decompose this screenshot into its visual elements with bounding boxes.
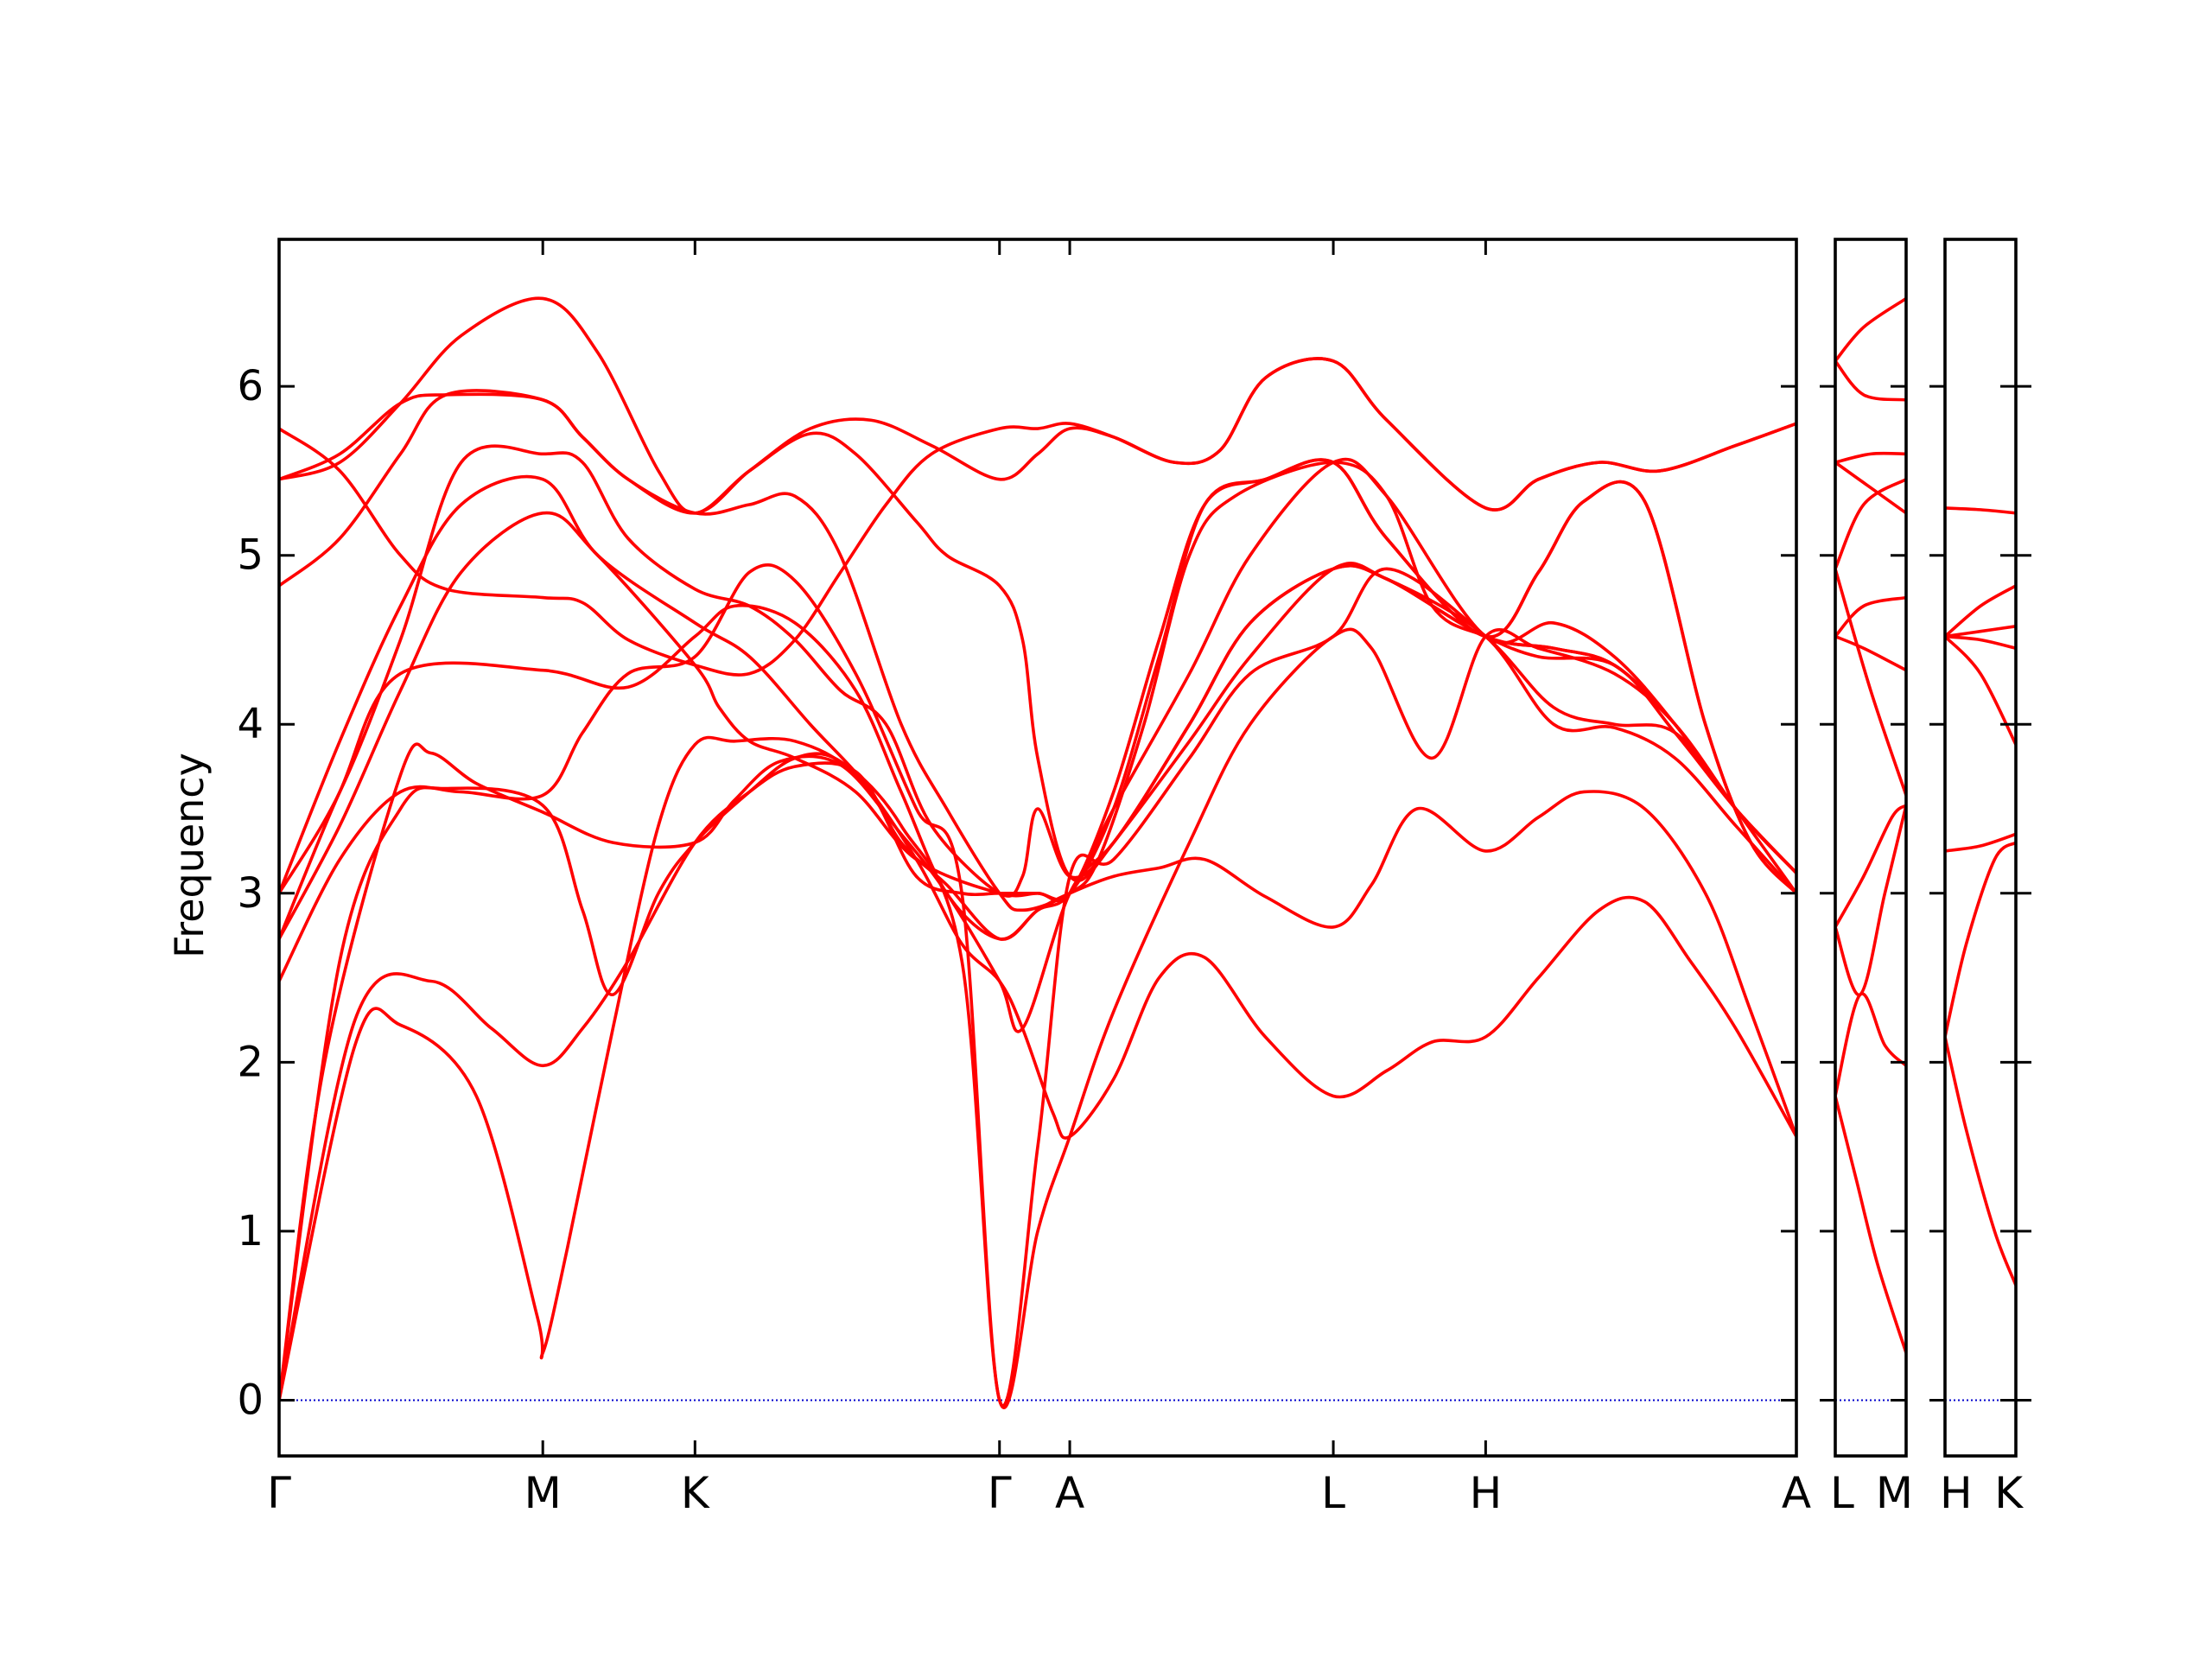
band-line-2 — [1835, 992, 1906, 1096]
band-line-3 — [279, 627, 1796, 1409]
band-line-4 — [1945, 635, 2016, 746]
band-line-6 — [1945, 625, 2016, 639]
y-tick-label: 6 — [237, 362, 264, 410]
band-line-7 — [1835, 568, 1906, 796]
band-line-12 — [1835, 296, 1906, 362]
band-line-8 — [1945, 506, 2016, 515]
panel-frame — [1943, 238, 2018, 1458]
x-tick-label-Γ: Γ — [267, 1468, 291, 1518]
band-line-3 — [1835, 804, 1906, 996]
band-line-9 — [1835, 451, 1906, 464]
x-tick-label-H: H — [1940, 1468, 1973, 1518]
x-tick-label-Γ: Γ — [988, 1468, 1012, 1518]
band-line-12 — [279, 357, 1796, 677]
band-line-6 — [1835, 595, 1906, 638]
band-line-11 — [1835, 359, 1906, 402]
x-tick-label-M: M — [524, 1468, 562, 1518]
band-line-10 — [1835, 461, 1906, 515]
y-axis-label: Frequency — [166, 753, 213, 958]
band-line-7 — [1945, 584, 2016, 638]
band-line-7 — [279, 458, 1796, 940]
panel-frame — [1834, 238, 1908, 1458]
x-tick-label-M: M — [1876, 1468, 1913, 1518]
x-tick-label-L: L — [1830, 1468, 1854, 1518]
y-tick-label: 2 — [237, 1038, 264, 1086]
band-line-11 — [279, 357, 1796, 515]
band-line-6 — [279, 457, 1796, 941]
y-tick-label: 3 — [237, 869, 264, 918]
band-line-4 — [279, 562, 1796, 1401]
band-line-9 — [279, 444, 1796, 898]
band-line-8 — [279, 458, 1796, 903]
band-line-3 — [1945, 832, 2016, 853]
band-line-2 — [1945, 841, 2016, 1038]
bands — [1835, 296, 1906, 1354]
x-tick-label-K: K — [1994, 1468, 2024, 1518]
x-tick-label-K: K — [681, 1468, 710, 1518]
band-line-13 — [279, 296, 1796, 883]
band-line-4 — [1835, 804, 1906, 928]
panel-frame — [277, 238, 1798, 1458]
y-tick-label: 0 — [237, 1376, 264, 1424]
y-tick-label: 1 — [237, 1207, 264, 1255]
x-tick-label-L: L — [1321, 1468, 1345, 1518]
band-line-1 — [1835, 1096, 1906, 1354]
y-tick-label: 5 — [237, 531, 264, 580]
x-tick-label-H: H — [1470, 1468, 1503, 1518]
band-line-1 — [279, 735, 1796, 1401]
bands — [1945, 506, 2016, 1287]
band-line-1 — [1945, 1036, 2016, 1287]
band-line-5 — [1945, 634, 2016, 650]
y-tick-label: 4 — [237, 700, 264, 748]
band-line-2 — [279, 761, 1796, 1401]
bands — [279, 296, 1796, 1409]
x-tick-label-A: A — [1782, 1468, 1811, 1518]
band-line-8 — [1835, 478, 1906, 570]
x-tick-label-A: A — [1055, 1468, 1084, 1518]
band-line-5 — [1835, 634, 1906, 672]
